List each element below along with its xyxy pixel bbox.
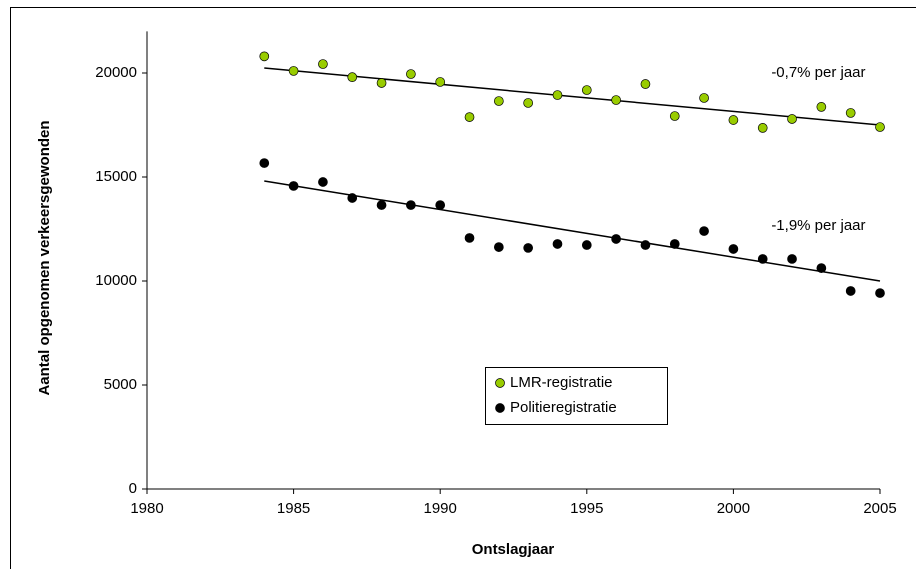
point — [611, 95, 621, 105]
y-tick-label: 10000 — [95, 272, 137, 289]
point — [347, 193, 358, 203]
legend-box — [485, 367, 668, 425]
legend-label: Politieregistratie — [510, 399, 617, 416]
annotation: -0,7% per jaar — [771, 64, 865, 81]
point — [640, 240, 651, 250]
point — [376, 200, 387, 210]
point — [259, 51, 270, 62]
chart-frame — [10, 7, 916, 569]
point — [318, 177, 328, 187]
y-axis-label: Aantal opgenomen verkeersgewonden — [36, 120, 53, 395]
point — [552, 90, 563, 100]
x-tick-label: 2005 — [863, 500, 896, 517]
trendline — [264, 180, 881, 282]
point — [347, 72, 358, 83]
x-tick-label: 1995 — [570, 500, 603, 517]
x-tick-label: 1985 — [277, 500, 310, 517]
x-tick-label: 1990 — [424, 500, 457, 517]
point — [435, 77, 446, 87]
legend-marker — [495, 378, 505, 388]
point — [757, 254, 768, 264]
point — [406, 200, 416, 210]
point — [376, 78, 387, 88]
annotation: -1,9% per jaar — [771, 217, 865, 234]
point — [728, 244, 739, 254]
point — [757, 123, 768, 133]
point — [875, 122, 885, 132]
point — [259, 158, 270, 168]
y-tick-label: 5000 — [104, 376, 137, 393]
point — [816, 263, 827, 273]
x-tick-label: 1980 — [130, 500, 163, 517]
legend-label: LMR-registratie — [510, 374, 613, 391]
point — [816, 102, 827, 112]
trendline — [264, 67, 881, 126]
point — [728, 115, 739, 125]
point — [875, 288, 885, 298]
x-axis-label: Ontslagjaar — [472, 541, 555, 558]
point — [493, 96, 504, 106]
point — [581, 85, 592, 95]
point — [523, 243, 534, 253]
point — [581, 240, 592, 250]
point — [406, 69, 416, 79]
point — [552, 239, 563, 249]
y-tick-label: 20000 — [95, 64, 137, 81]
point — [640, 79, 651, 89]
point — [669, 239, 680, 249]
point — [523, 98, 534, 108]
point — [288, 181, 299, 191]
point — [699, 226, 709, 236]
legend-marker — [495, 403, 505, 413]
point — [699, 93, 709, 103]
y-tick-label: 0 — [129, 480, 137, 497]
point — [493, 242, 504, 252]
point — [464, 112, 475, 122]
point — [435, 200, 446, 210]
point — [845, 108, 856, 118]
point — [464, 233, 475, 243]
x-tick-label: 2000 — [717, 500, 750, 517]
point — [669, 111, 680, 121]
point — [318, 59, 328, 69]
point — [288, 66, 299, 76]
point — [611, 234, 621, 244]
y-tick-label: 15000 — [95, 168, 137, 185]
point — [787, 114, 797, 124]
point — [787, 254, 797, 264]
point — [845, 286, 856, 296]
